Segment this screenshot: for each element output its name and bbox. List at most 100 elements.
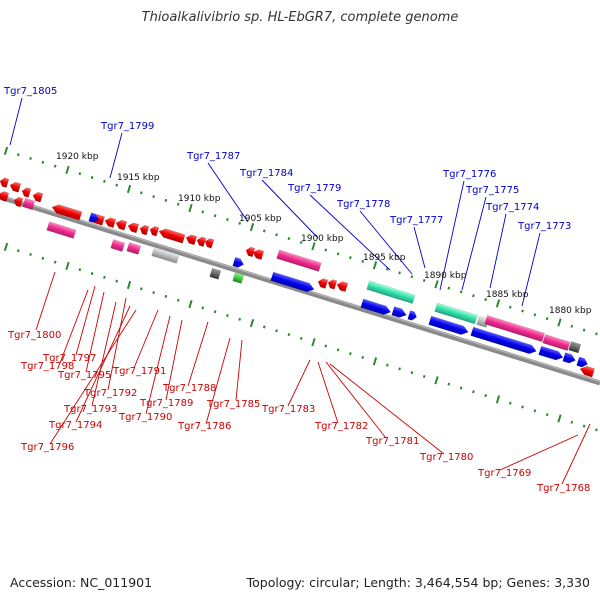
gene-label[interactable]: Tgr7_1790 xyxy=(118,412,172,423)
gene-feature[interactable] xyxy=(434,302,478,325)
tick-mark xyxy=(434,280,439,289)
gene-label[interactable]: Tgr7_1783 xyxy=(261,404,315,415)
gene-feature[interactable] xyxy=(185,233,198,246)
gene-feature[interactable] xyxy=(0,177,10,188)
gene-feature[interactable] xyxy=(32,191,44,203)
gene-feature[interactable] xyxy=(196,236,207,248)
gene-feature[interactable] xyxy=(9,181,22,193)
leader-line xyxy=(75,305,131,423)
gene-feature[interactable] xyxy=(104,216,117,229)
tick-mark xyxy=(238,317,242,321)
gene-label[interactable]: Tgr7_1796 xyxy=(20,442,74,453)
gene-label[interactable]: Tgr7_1778 xyxy=(336,199,390,210)
gene-feature[interactable] xyxy=(538,345,565,362)
gene-label[interactable]: Tgr7_1773 xyxy=(517,221,571,232)
gene-feature[interactable] xyxy=(407,310,418,321)
gene-feature[interactable] xyxy=(477,328,538,355)
gene-feature[interactable] xyxy=(13,196,24,208)
gene-feature[interactable] xyxy=(21,187,32,198)
gene-feature[interactable] xyxy=(245,246,256,258)
scale-label: 1890 kbp xyxy=(424,271,467,281)
gene-label[interactable]: Tgr7_1781 xyxy=(365,436,419,447)
gene-feature[interactable] xyxy=(115,219,128,231)
gene-label[interactable]: Tgr7_1768 xyxy=(536,483,590,494)
gene-feature[interactable] xyxy=(542,334,571,351)
gene-feature[interactable] xyxy=(270,271,316,294)
gene-label[interactable]: Tgr7_1769 xyxy=(477,468,531,479)
gene-label[interactable]: Tgr7_1797 xyxy=(42,353,96,364)
gene-label[interactable]: Tgr7_1786 xyxy=(177,421,231,432)
gene-label[interactable]: Tgr7_1777 xyxy=(389,215,443,226)
gene-label[interactable]: Tgr7_1793 xyxy=(63,404,117,415)
gene-label[interactable]: Tgr7_1800 xyxy=(7,330,61,341)
scale-labels: 1920 kbp 1915 kbp 1910 kbp 1905 kbp 1900… xyxy=(56,152,592,316)
gene-feature[interactable] xyxy=(127,221,140,234)
gene-label[interactable]: Tgr7_1791 xyxy=(112,366,166,377)
leader-line xyxy=(85,291,105,373)
gene-feature[interactable] xyxy=(22,197,36,211)
gene-feature[interactable] xyxy=(252,248,265,261)
gene-label[interactable]: Tgr7_1785 xyxy=(206,399,260,410)
leader-line xyxy=(35,271,56,331)
gene-feature[interactable] xyxy=(327,278,338,290)
tick-mark xyxy=(349,256,352,260)
tick-mark xyxy=(372,357,378,366)
gene-feature[interactable] xyxy=(276,249,322,272)
tick-mark xyxy=(115,279,119,283)
gene-feature[interactable] xyxy=(126,242,142,255)
gene-label[interactable]: Tgr7_1776 xyxy=(442,169,496,180)
gene-feature[interactable] xyxy=(317,277,329,289)
gene-feature[interactable] xyxy=(151,246,180,264)
gene-label[interactable]: Tgr7_1782 xyxy=(314,421,368,432)
tick-mark xyxy=(78,268,82,272)
tick-mark xyxy=(90,272,94,276)
gene-feature[interactable] xyxy=(149,225,160,237)
gene-label[interactable]: Tgr7_1788 xyxy=(162,383,216,394)
gene-label[interactable]: Tgr7_1794 xyxy=(48,420,102,431)
gene-feature[interactable] xyxy=(88,212,100,224)
gene-feature[interactable] xyxy=(46,221,77,239)
tick-mark xyxy=(103,275,106,279)
gene-label[interactable]: Tgr7_1780 xyxy=(419,452,473,463)
gene-label[interactable]: Tgr7_1787 xyxy=(186,151,240,162)
gene-feature[interactable] xyxy=(110,239,126,252)
gene-label[interactable]: Tgr7_1775 xyxy=(465,185,519,196)
gene-feature[interactable] xyxy=(366,280,416,304)
gene-feature[interactable] xyxy=(139,224,150,236)
gene-label[interactable]: Tgr7_1779 xyxy=(287,183,341,194)
gene-label[interactable]: Tgr7_1795 xyxy=(57,370,111,381)
gene-feature[interactable] xyxy=(576,356,589,369)
gene-feature[interactable] xyxy=(204,237,215,249)
tick-mark xyxy=(16,249,20,253)
gene-label[interactable]: Tgr7_1799 xyxy=(100,121,154,132)
gene-feature[interactable] xyxy=(579,365,596,378)
tick-mark xyxy=(508,401,512,405)
gene-feature[interactable] xyxy=(360,298,392,316)
gene-feature[interactable] xyxy=(391,306,408,320)
gene-feature[interactable] xyxy=(336,280,349,293)
tick-mark xyxy=(249,319,255,328)
tick-mark xyxy=(410,275,414,279)
gene-label[interactable]: Tgr7_1784 xyxy=(239,168,293,179)
gene-label[interactable]: Tgr7_1805 xyxy=(3,86,57,97)
tick-mark xyxy=(103,179,106,183)
gene-label[interactable]: Tgr7_1798 xyxy=(20,361,74,372)
gene-label[interactable]: Tgr7_1792 xyxy=(83,388,137,399)
gene-label[interactable]: Tgr7_1774 xyxy=(485,202,539,213)
gene-feature[interactable] xyxy=(232,271,245,284)
gene-feature[interactable] xyxy=(476,315,490,328)
gene-feature[interactable] xyxy=(232,256,245,269)
forward-gene-labels: Tgr7_1805 Tgr7_1799 Tgr7_1787 Tgr7_1784 … xyxy=(3,86,571,232)
gene-feature[interactable] xyxy=(568,341,582,354)
gene-feature[interactable] xyxy=(428,315,470,336)
gene-label[interactable]: Tgr7_1789 xyxy=(139,398,193,409)
gene-feature[interactable] xyxy=(209,267,222,280)
tick-mark xyxy=(299,240,303,244)
gene-feature[interactable] xyxy=(0,190,10,202)
tick-mark xyxy=(324,344,328,348)
gene-feature[interactable] xyxy=(51,203,83,221)
gene-feature[interactable] xyxy=(484,315,545,343)
gene-feature[interactable] xyxy=(158,227,186,244)
tick-mark xyxy=(545,317,549,321)
gene-feature[interactable] xyxy=(562,352,577,365)
